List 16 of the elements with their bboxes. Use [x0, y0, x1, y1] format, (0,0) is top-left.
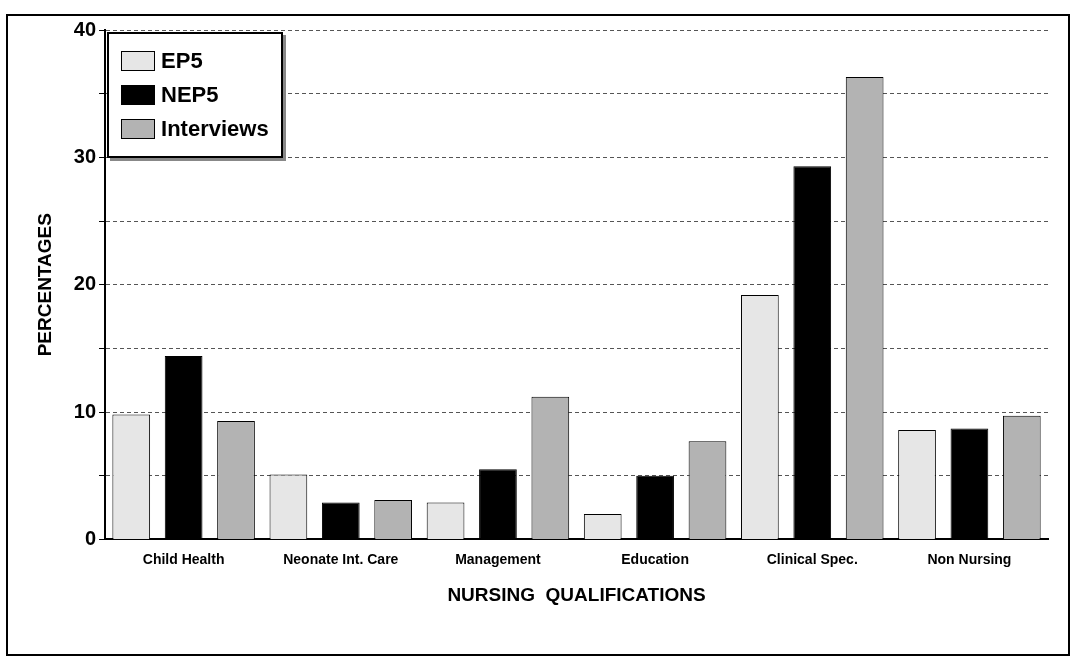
y-tick-label: 10 — [73, 399, 97, 422]
y-tick-label: 20 — [73, 272, 97, 295]
x-tick-label: Neonate Int. Care — [283, 550, 399, 567]
x-axis-title: NURSING QUALIFICATIONS — [447, 583, 706, 605]
x-tick-label: Clinical Spec. — [766, 550, 858, 567]
y-axis-title: PERCENTAGES — [33, 213, 55, 357]
x-tick-label: Education — [621, 550, 689, 567]
y-tick-label: 0 — [84, 526, 97, 549]
x-tick-label: Child Health — [142, 550, 225, 567]
x-tick-label: Management — [455, 550, 542, 567]
x-tick-label: Non Nursing — [927, 550, 1012, 567]
y-tick-label: 40 — [73, 17, 97, 40]
legend-label: NEP5 — [161, 82, 219, 108]
legend-label: Interviews — [161, 116, 269, 142]
legend-label: EP5 — [161, 48, 203, 74]
y-tick-label: 30 — [73, 144, 97, 167]
